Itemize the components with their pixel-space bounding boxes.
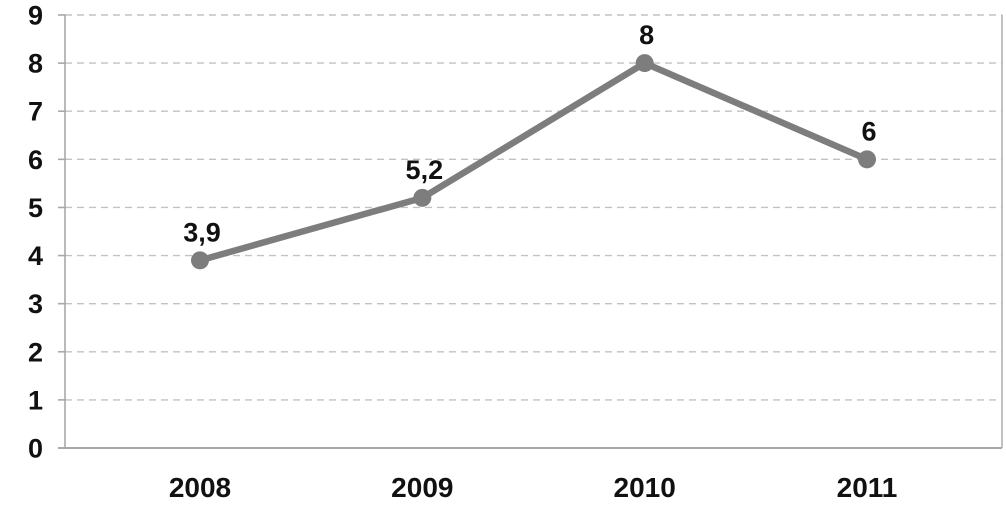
x-axis-label: 2008 [169,472,231,503]
y-axis-label: 2 [28,337,43,367]
x-axis-label: 2009 [391,472,453,503]
y-axis-label: 6 [28,145,43,175]
y-axis-label: 9 [28,1,43,31]
data-label: 5,2 [406,155,444,185]
y-axis-label: 1 [28,385,43,415]
y-axis-label: 3 [28,289,43,319]
y-axis-label: 5 [28,193,43,223]
series-line [196,59,871,264]
data-label: 3,9 [183,217,221,247]
data-label: 6 [861,116,876,146]
y-axis-label: 8 [28,49,43,79]
y-axis-label: 7 [28,97,43,127]
x-axis-label: 2011 [837,472,898,503]
x-axis-label: 2010 [614,472,676,503]
y-axis-label: 0 [28,434,43,464]
data-point [635,54,654,73]
data-point [413,188,432,207]
data-point [191,251,209,270]
data-label: 8 [639,20,654,50]
y-axis-label: 4 [28,241,43,271]
data-point [858,150,876,169]
